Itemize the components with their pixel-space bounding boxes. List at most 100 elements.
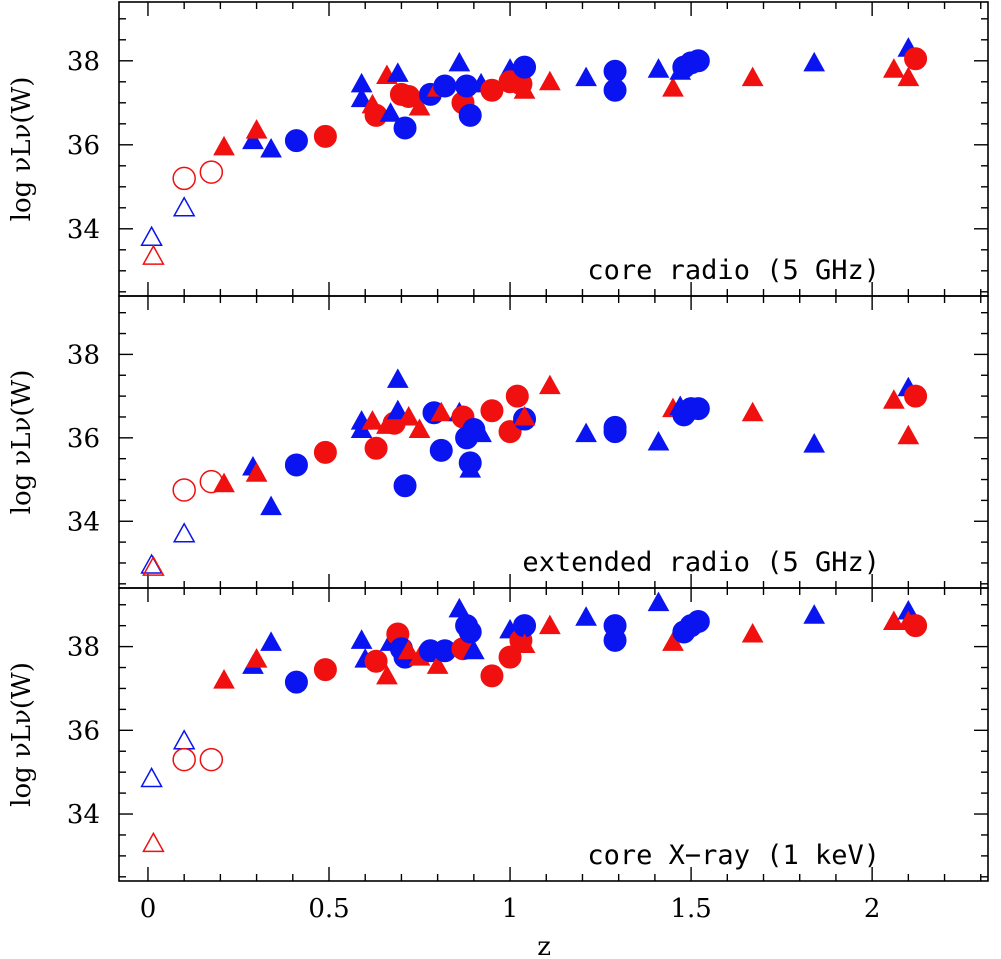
open-triangle-point-blue	[140, 553, 163, 574]
y-tick-label: 36	[67, 424, 100, 454]
filled-circle-point-red	[313, 124, 337, 148]
filled-triangle-point-red	[213, 669, 235, 689]
filled-circle-point-red	[480, 664, 504, 688]
filled-triangle-point-red	[408, 418, 431, 438]
filled-triangle-point-red	[897, 66, 920, 87]
panel-label: core X−ray (1 keV)	[587, 840, 880, 871]
filled-triangle-point-blue	[386, 62, 409, 82]
filled-circle-point-blue	[393, 474, 417, 498]
filled-triangle-point-blue	[575, 66, 597, 87]
open-circle-point-red	[199, 747, 224, 772]
filled-triangle-point-red	[245, 119, 268, 139]
filled-triangle-point-red	[245, 462, 268, 482]
filled-triangle-point-blue	[575, 606, 597, 626]
open-circle-point-red	[172, 166, 196, 191]
filled-circle-point-red	[364, 649, 388, 673]
open-circle-point-red	[172, 747, 196, 772]
filled-triangle-point-red	[245, 648, 268, 668]
x-tick-label: 0	[140, 894, 157, 924]
filled-circle-point-red	[313, 658, 337, 682]
filled-circle-point-red	[364, 436, 388, 460]
y-tick-label: 34	[67, 800, 100, 830]
x-tick-label: 0.5	[308, 894, 349, 924]
filled-triangle-point-blue	[647, 58, 670, 78]
y-tick-label: 34	[67, 215, 100, 245]
filled-triangle-point-blue	[459, 458, 482, 478]
filled-triangle-point-blue	[350, 87, 373, 108]
open-circle-point-red	[172, 478, 196, 502]
filled-triangle-point-blue	[647, 430, 670, 451]
filled-triangle-point-blue	[242, 129, 264, 150]
filled-circle-point-blue	[458, 103, 482, 127]
panel-extended-radio: 34 36 38 log νLν(W) extended radio (5 GHz)	[7, 295, 989, 589]
x-tick-label: 2	[864, 894, 881, 924]
open-triangle-point-blue	[172, 196, 196, 217]
filled-circle-point-blue	[284, 453, 308, 477]
filled-triangle-point-blue	[803, 433, 826, 453]
filled-triangle-point-red	[513, 79, 536, 99]
filled-triangle-point-red	[883, 58, 905, 78]
y-tick-label: 38	[67, 47, 100, 77]
panel-core-xray: 34 36 38 log νLν(W) core X−ray (1 keV) 0 0.5 1 1…	[7, 587, 989, 959]
filled-circle-point-blue	[603, 614, 627, 638]
open-circle-point-red	[199, 160, 224, 184]
filled-circle-point-red	[313, 440, 337, 464]
filled-triangle-point-blue	[462, 639, 485, 660]
open-triangle-point-red	[142, 555, 165, 576]
filled-circle-point-blue	[513, 55, 537, 79]
open-triangle-point-blue	[140, 225, 163, 246]
x-tick-label: 1	[502, 894, 519, 924]
filled-circle-point-blue	[513, 614, 537, 638]
filled-triangle-point-red	[361, 410, 384, 430]
filled-circle-point-red	[505, 384, 529, 408]
filled-triangle-point-red	[376, 664, 398, 685]
filled-circle-point-blue	[284, 129, 308, 153]
data-points	[140, 368, 928, 576]
x-tick-label: 1.5	[670, 894, 711, 924]
filled-triangle-point-red	[539, 70, 561, 91]
x-axis-label: z	[537, 932, 551, 959]
y-axis-label: log νLν(W)	[7, 370, 37, 515]
open-triangle-point-blue	[172, 729, 196, 750]
y-tick-label: 34	[67, 507, 100, 537]
filled-circle-point-blue	[433, 74, 457, 98]
filled-triangle-point-blue	[386, 399, 409, 420]
filled-triangle-point-blue	[647, 591, 670, 612]
filled-circle-point-red	[904, 614, 928, 638]
filled-triangle-point-red	[883, 610, 905, 630]
filled-triangle-point-red	[397, 405, 420, 426]
filled-triangle-point-red	[430, 401, 453, 422]
filled-triangle-point-red	[397, 639, 420, 660]
filled-circle-point-blue	[686, 609, 710, 633]
filled-circle-point-red	[480, 399, 504, 423]
filled-triangle-point-red	[741, 623, 764, 643]
panel-frame	[118, 587, 989, 882]
filled-triangle-point-blue	[803, 51, 826, 72]
filled-triangle-point-blue	[386, 368, 409, 388]
filled-triangle-point-red	[539, 614, 561, 635]
open-triangle-point-red	[142, 244, 165, 265]
y-tick-label: 38	[67, 340, 100, 370]
y-tick-label: 36	[67, 716, 100, 746]
filled-triangle-point-blue	[575, 422, 597, 443]
filled-triangle-point-blue	[379, 102, 402, 122]
y-tick-label: 36	[67, 131, 100, 161]
filled-triangle-point-blue	[803, 604, 826, 624]
filled-triangle-point-red	[741, 66, 764, 87]
filled-triangle-point-red	[897, 424, 920, 445]
filled-circle-point-blue	[393, 116, 417, 140]
panel-label: extended radio (5 GHz)	[522, 547, 880, 578]
y-axis-label: log νLν(W)	[7, 662, 37, 807]
data-points	[140, 37, 928, 265]
filled-triangle-point-red	[513, 405, 536, 426]
data-points	[140, 591, 928, 853]
filled-triangle-point-blue	[448, 51, 471, 72]
open-triangle-point-blue	[172, 522, 196, 543]
filled-triangle-point-red	[513, 633, 536, 654]
filled-circle-point-blue	[686, 397, 710, 421]
filled-triangle-point-blue	[260, 631, 282, 651]
filled-triangle-point-blue	[470, 422, 492, 443]
filled-triangle-point-red	[426, 654, 449, 674]
filled-circle-point-blue	[603, 78, 627, 102]
